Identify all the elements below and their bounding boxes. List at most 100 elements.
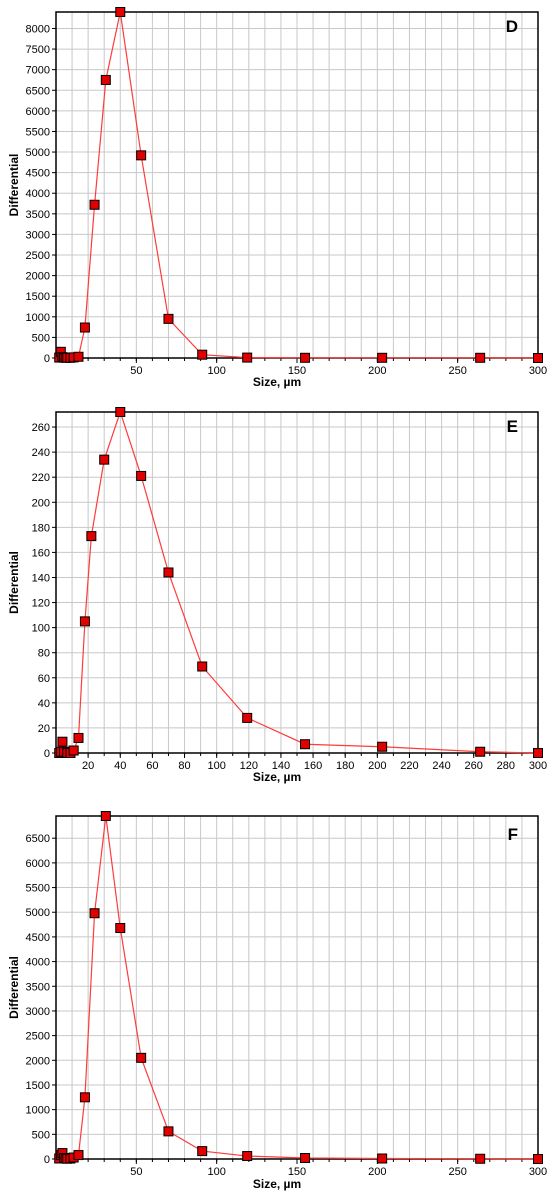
data-point (533, 1154, 543, 1164)
x-tick-label: 250 (448, 1166, 466, 1178)
grid (56, 816, 538, 1159)
x-tick-label: 100 (207, 760, 225, 772)
y-tick-label: 6000 (26, 858, 50, 870)
data-point (163, 1126, 174, 1137)
y-tick-label: 0 (44, 1154, 50, 1166)
data-point (86, 531, 97, 542)
y-tick-label: 1000 (26, 1105, 50, 1117)
x-axis: 50 100 150 200 250 300 (55, 1159, 547, 1178)
data-point (73, 1150, 84, 1161)
x-tick-label: 280 (497, 760, 515, 772)
x-axis-label: Size, µm (253, 1177, 301, 1191)
data-point (242, 352, 253, 363)
panel-label: F (508, 825, 518, 844)
x-tick-label: 300 (529, 760, 547, 772)
y-tick-label: 2500 (26, 1031, 50, 1043)
data-point (197, 349, 208, 360)
data-point (300, 1153, 311, 1164)
y-tick-label: 2000 (26, 1055, 50, 1067)
data-point (475, 1153, 486, 1164)
data-point (163, 567, 174, 578)
x-tick-label: 60 (146, 760, 158, 772)
chart-F: 0 500 1000 1500 2000 2500 3000 3500 4000 4500 5000… (7, 811, 547, 1191)
x-tick-label: 300 (529, 1166, 547, 1178)
data-point (115, 407, 126, 417)
data-point (242, 1151, 253, 1162)
y-tick-label: 5000 (26, 147, 50, 159)
y-tick-label: 60 (38, 673, 50, 685)
y-tick-label: 120 (32, 598, 50, 610)
chart-E: 0 20 40 60 80 100 120 140 160 180 200 220 240 260 20 40… (7, 407, 547, 784)
series-line (58, 11, 539, 359)
y-tick-label: 6500 (26, 833, 50, 845)
x-tick-label: 150 (288, 365, 306, 377)
data-point (533, 353, 543, 363)
y-tick-label: 3500 (26, 981, 50, 993)
y-tick-label: 4500 (26, 932, 50, 944)
x-tick-label: 120 (240, 760, 258, 772)
y-tick-label: 240 (32, 447, 50, 459)
y-axis: 0 500 1000 1500 2000 2500 3000 3500 4000 4500 5000… (26, 833, 56, 1166)
y-tick-label: 1500 (26, 1080, 50, 1092)
data-point (115, 7, 126, 17)
y-tick-label: 3500 (26, 209, 50, 221)
data-point (68, 745, 79, 756)
series-markers (54, 407, 543, 758)
x-tick-label: 250 (448, 365, 466, 377)
data-point (300, 352, 311, 363)
data-point (79, 1092, 90, 1103)
data-point (79, 322, 90, 333)
data-point (73, 351, 84, 362)
y-tick-label: 20 (38, 723, 50, 735)
series-markers (54, 811, 543, 1164)
x-tick-label: 300 (529, 365, 547, 377)
chart-D: 0 500 1000 1500 2000 2500 3000 3500 4000 4500 5000… (7, 7, 547, 389)
data-point (300, 739, 311, 750)
x-tick-label: 100 (207, 365, 225, 377)
data-point (377, 1153, 388, 1164)
data-point (57, 736, 68, 747)
y-tick-label: 3000 (26, 1006, 50, 1018)
data-point (377, 352, 388, 363)
data-point (89, 908, 100, 919)
x-tick-label: 260 (465, 760, 483, 772)
y-axis: 0 20 40 60 80 100 120 140 160 180 200 220 240 260 (32, 422, 56, 760)
data-point (242, 712, 253, 723)
y-tick-label: 4500 (26, 168, 50, 180)
x-tick-label: 50 (130, 1166, 142, 1178)
y-tick-label: 4000 (26, 957, 50, 969)
y-tick-label: 2500 (26, 250, 50, 262)
y-tick-label: 5500 (26, 883, 50, 895)
y-tick-label: 1000 (26, 312, 50, 324)
data-point (100, 74, 111, 85)
data-point (89, 199, 100, 210)
data-point (115, 923, 126, 934)
y-tick-label: 40 (38, 698, 50, 710)
x-tick-label: 40 (114, 760, 126, 772)
x-tick-label: 80 (178, 760, 190, 772)
x-tick-label: 150 (288, 1166, 306, 1178)
x-tick-label: 200 (368, 1166, 386, 1178)
y-tick-label: 80 (38, 648, 50, 660)
y-tick-label: 500 (32, 1129, 50, 1141)
x-tick-label: 180 (336, 760, 354, 772)
y-tick-label: 0 (44, 353, 50, 365)
y-axis-label: Differential (7, 154, 21, 217)
y-tick-label: 220 (32, 472, 50, 484)
data-point (99, 454, 110, 465)
x-axis: 20 40 60 80 100 120 140 160 180 200 220 240 260 280 30… (55, 753, 547, 772)
x-tick-label: 200 (368, 365, 386, 377)
y-axis: 0 500 1000 1500 2000 2500 3000 3500 4000 4500 5000… (26, 23, 56, 365)
x-tick-label: 160 (304, 760, 322, 772)
x-tick-label: 200 (368, 760, 386, 772)
x-tick-label: 240 (432, 760, 450, 772)
grid (56, 12, 538, 358)
y-tick-label: 8000 (26, 23, 50, 35)
x-axis-label: Size, µm (253, 770, 301, 784)
y-tick-label: 6000 (26, 106, 50, 118)
data-point (79, 616, 90, 627)
data-point (136, 150, 147, 161)
y-tick-label: 180 (32, 522, 50, 534)
y-tick-label: 200 (32, 497, 50, 509)
